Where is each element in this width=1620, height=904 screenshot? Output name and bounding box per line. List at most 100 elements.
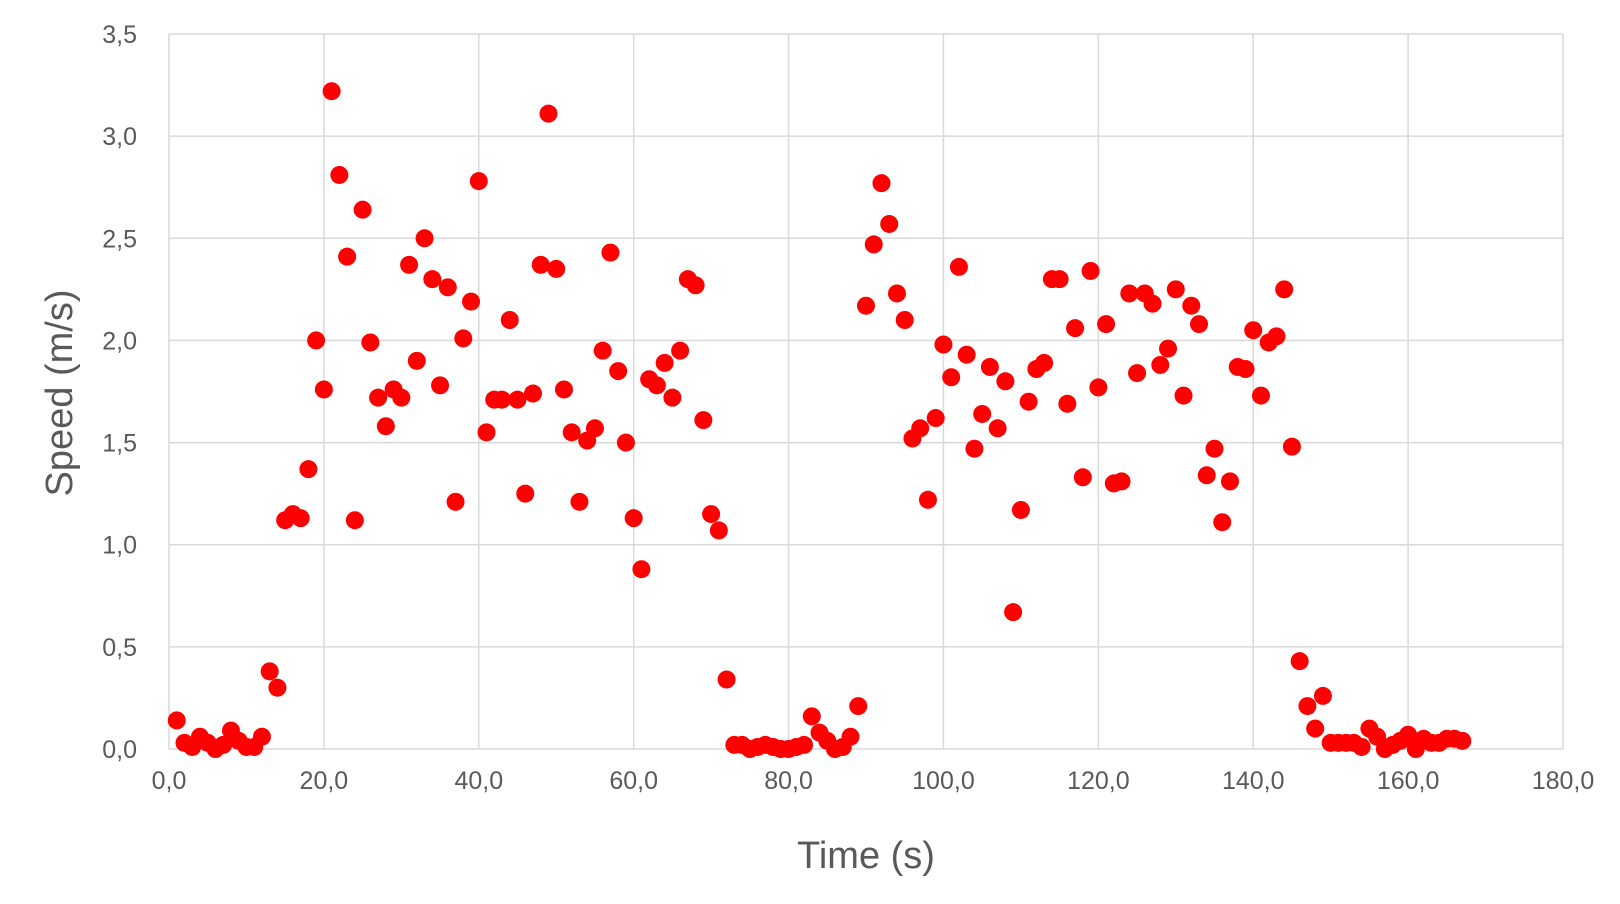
data-point — [1058, 394, 1077, 413]
data-point — [911, 419, 930, 438]
data-point — [585, 419, 604, 438]
data-point — [1275, 280, 1294, 299]
data-point — [477, 423, 496, 442]
data-point — [1267, 327, 1286, 346]
data-point — [1190, 315, 1209, 334]
data-point — [965, 439, 984, 458]
x-axis-title: Time (s) — [797, 835, 935, 877]
gridlines — [168, 33, 1564, 750]
data-point — [531, 255, 550, 274]
data-point — [516, 484, 535, 503]
data-point — [469, 172, 488, 191]
data-point — [647, 376, 666, 395]
data-point — [1182, 296, 1201, 315]
data-point — [609, 362, 628, 381]
data-point — [307, 331, 326, 350]
data-point — [1128, 364, 1147, 383]
y-tick-label: 1,5 — [102, 430, 137, 458]
data-point — [1089, 378, 1108, 397]
data-point — [942, 368, 961, 387]
y-tick-label: 2,0 — [102, 327, 137, 355]
data-point — [887, 284, 906, 303]
data-point — [314, 380, 333, 399]
x-tick-label: 140,0 — [1222, 767, 1285, 795]
data-point — [601, 243, 620, 262]
data-point — [167, 711, 186, 730]
data-points — [167, 82, 1472, 758]
data-point — [291, 509, 310, 528]
data-point — [446, 492, 465, 511]
data-point — [849, 697, 868, 716]
x-tick-label: 100,0 — [912, 767, 975, 795]
data-point — [361, 333, 380, 352]
x-tick-label: 0,0 — [152, 767, 187, 795]
data-point — [431, 376, 450, 395]
data-point — [508, 390, 527, 409]
data-point — [400, 255, 419, 274]
data-point — [1298, 697, 1317, 716]
data-point — [260, 662, 279, 681]
data-point — [438, 278, 457, 297]
data-point — [1251, 386, 1270, 405]
data-point — [802, 707, 821, 726]
x-tick-label: 180,0 — [1532, 767, 1595, 795]
data-point — [709, 521, 728, 540]
y-tick-label: 3,5 — [102, 21, 137, 49]
data-point — [330, 165, 349, 184]
data-point — [1244, 321, 1263, 340]
data-point — [539, 104, 558, 123]
x-tick-label: 120,0 — [1067, 767, 1130, 795]
data-point — [1011, 500, 1030, 519]
y-axis-title: Speed (m/s) — [39, 290, 81, 497]
data-point — [1290, 652, 1309, 671]
data-point — [1097, 315, 1116, 334]
data-point — [1066, 319, 1085, 338]
data-point — [493, 390, 512, 409]
data-point — [624, 509, 643, 528]
data-point — [1399, 725, 1418, 744]
data-point — [423, 270, 442, 289]
data-point — [663, 388, 682, 407]
data-point — [369, 388, 388, 407]
data-point — [655, 353, 674, 372]
data-point — [686, 276, 705, 295]
x-tick-label: 40,0 — [454, 767, 503, 795]
data-point — [973, 404, 992, 423]
data-point — [880, 214, 899, 233]
data-point — [1112, 472, 1131, 491]
data-point — [926, 409, 945, 428]
data-point — [1004, 603, 1023, 622]
y-tick-label: 0,0 — [102, 736, 137, 764]
data-point — [299, 460, 318, 479]
data-point — [1166, 280, 1185, 299]
data-point — [353, 200, 372, 219]
y-tick-label: 3,0 — [102, 123, 137, 151]
data-point — [1081, 261, 1100, 280]
data-point — [717, 670, 736, 689]
data-point — [1306, 719, 1325, 738]
data-point — [1050, 270, 1069, 289]
data-point — [1197, 466, 1216, 485]
data-point — [252, 727, 271, 746]
data-point — [376, 417, 395, 436]
data-point — [523, 384, 542, 403]
data-point — [996, 372, 1015, 391]
data-point — [1236, 360, 1255, 379]
data-point — [1035, 353, 1054, 372]
data-point — [694, 411, 713, 430]
data-point — [1151, 355, 1170, 374]
data-point — [415, 229, 434, 248]
data-point — [1282, 437, 1301, 456]
data-point — [980, 357, 999, 376]
x-tick-label: 80,0 — [764, 767, 813, 795]
x-tick-label: 20,0 — [300, 767, 349, 795]
y-axis-tick-labels: 0,0 0,5 1,0 1,5 2,0 2,5 3,0 3,5 — [102, 21, 137, 764]
data-point — [949, 257, 968, 276]
data-point — [322, 82, 341, 101]
data-point — [454, 329, 473, 348]
data-point — [547, 259, 566, 278]
y-tick-label: 0,5 — [102, 634, 137, 662]
data-point — [462, 292, 481, 311]
data-point — [616, 433, 635, 452]
